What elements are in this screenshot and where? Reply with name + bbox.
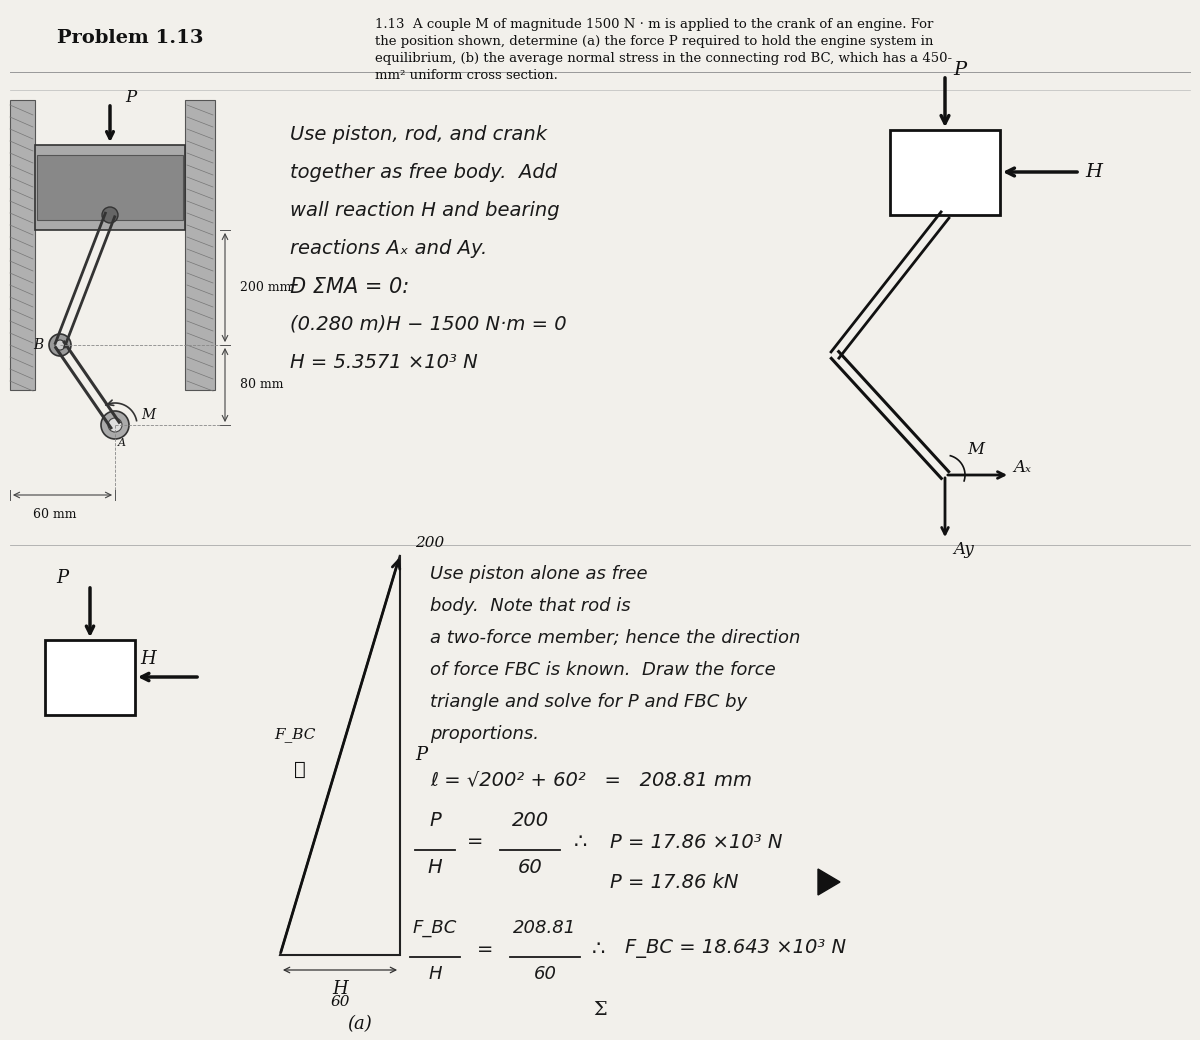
Text: mm² uniform cross section.: mm² uniform cross section. xyxy=(374,69,558,82)
Text: P: P xyxy=(125,89,136,106)
Text: triangle and solve for P and FBC by: triangle and solve for P and FBC by xyxy=(430,693,748,711)
Text: M: M xyxy=(967,442,984,459)
Text: 208.81: 208.81 xyxy=(514,919,577,937)
Text: F_BC: F_BC xyxy=(413,919,457,937)
Circle shape xyxy=(55,340,65,350)
Circle shape xyxy=(102,207,118,223)
Text: (0.280 m)H − 1500 N·m = 0: (0.280 m)H − 1500 N·m = 0 xyxy=(290,315,566,334)
Text: the position shown, determine (a) the force P required to hold the engine system: the position shown, determine (a) the fo… xyxy=(374,35,934,48)
Text: 200 mm: 200 mm xyxy=(240,281,292,294)
Text: P = 17.86 kN: P = 17.86 kN xyxy=(610,873,738,891)
Text: Ɖ ΣMA = 0:: Ɖ ΣMA = 0: xyxy=(290,277,409,297)
Polygon shape xyxy=(35,145,185,230)
Text: Problem 1.13: Problem 1.13 xyxy=(56,29,203,47)
Text: 1.13  A couple M of magnitude 1500 N · m is applied to the crank of an engine. F: 1.13 A couple M of magnitude 1500 N · m … xyxy=(374,18,934,31)
Text: 200: 200 xyxy=(415,536,444,550)
Text: together as free body.  Add: together as free body. Add xyxy=(290,163,557,182)
Polygon shape xyxy=(890,130,1000,215)
Text: H: H xyxy=(428,965,442,983)
Text: H: H xyxy=(1085,163,1102,181)
Circle shape xyxy=(108,418,122,432)
Text: body.  Note that rod is: body. Note that rod is xyxy=(430,597,631,615)
Polygon shape xyxy=(46,640,134,716)
Polygon shape xyxy=(10,100,35,390)
Text: P = 17.86 ×10³ N: P = 17.86 ×10³ N xyxy=(610,832,782,852)
Text: H: H xyxy=(140,650,156,668)
Text: F_BC: F_BC xyxy=(275,728,316,743)
Text: H: H xyxy=(427,858,443,877)
Text: =: = xyxy=(476,939,493,959)
Text: ∴: ∴ xyxy=(574,832,587,852)
Text: 60: 60 xyxy=(330,995,349,1009)
Text: Aₓ: Aₓ xyxy=(1013,459,1031,475)
Text: Ay: Ay xyxy=(953,542,973,558)
Text: F_BC = 18.643 ×10³ N: F_BC = 18.643 ×10³ N xyxy=(625,939,846,959)
Polygon shape xyxy=(185,100,215,390)
Text: ℓ: ℓ xyxy=(294,761,306,779)
Polygon shape xyxy=(37,155,182,220)
Text: wall reaction H and bearing: wall reaction H and bearing xyxy=(290,201,559,220)
Text: H = 5.3571 ×10³ N: H = 5.3571 ×10³ N xyxy=(290,353,478,372)
Text: B: B xyxy=(32,338,43,352)
Text: Σ: Σ xyxy=(593,1000,607,1019)
Text: P: P xyxy=(430,811,440,830)
Text: Use piston alone as free: Use piston alone as free xyxy=(430,565,648,583)
Polygon shape xyxy=(818,869,840,895)
Text: 200: 200 xyxy=(511,811,548,830)
Text: ℓ = √200² + 60²   =   208.81 mm: ℓ = √200² + 60² = 208.81 mm xyxy=(430,770,752,789)
Text: (a): (a) xyxy=(348,1015,372,1033)
Text: M: M xyxy=(140,408,155,422)
Text: P: P xyxy=(953,61,966,79)
Text: P: P xyxy=(56,569,68,587)
Text: H: H xyxy=(332,980,348,998)
Text: proportions.: proportions. xyxy=(430,725,539,743)
Text: 60 mm: 60 mm xyxy=(34,509,77,521)
Text: =: = xyxy=(467,832,484,852)
Text: reactions Aₓ and Ay.: reactions Aₓ and Ay. xyxy=(290,239,487,258)
Text: 60: 60 xyxy=(534,965,557,983)
Text: P: P xyxy=(415,746,427,764)
Circle shape xyxy=(101,411,130,439)
Text: ∴: ∴ xyxy=(592,939,605,959)
Text: A: A xyxy=(118,438,126,448)
Text: 60: 60 xyxy=(517,858,542,877)
Circle shape xyxy=(49,334,71,356)
Text: a two-force member; hence the direction: a two-force member; hence the direction xyxy=(430,629,800,647)
Text: of force FBC is known.  Draw the force: of force FBC is known. Draw the force xyxy=(430,661,775,679)
Text: Use piston, rod, and crank: Use piston, rod, and crank xyxy=(290,125,547,144)
Text: equilibrium, (b) the average normal stress in the connecting rod BC, which has a: equilibrium, (b) the average normal stre… xyxy=(374,52,952,64)
Text: 80 mm: 80 mm xyxy=(240,379,283,391)
